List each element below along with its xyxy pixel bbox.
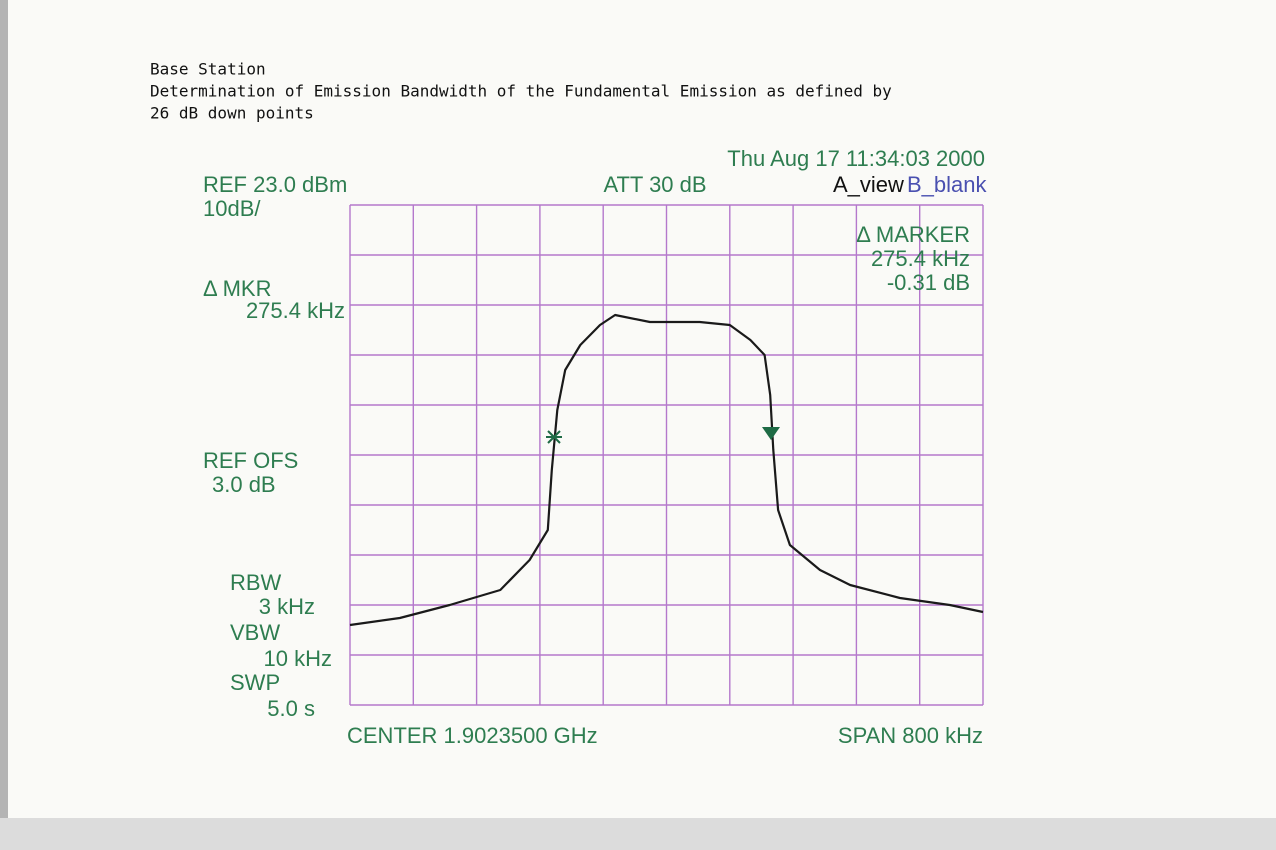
mkr-label: Δ MKR	[203, 276, 271, 301]
span: SPAN 800 kHz	[838, 723, 983, 748]
scale: 10dB/	[203, 196, 261, 221]
marker-box: Δ MARKER	[856, 222, 970, 247]
marker-triangle	[762, 427, 780, 440]
marker-asterisk	[546, 430, 562, 444]
swp-label: SWP	[230, 670, 280, 695]
scan-edge	[0, 818, 1276, 850]
vbw-value: 10 kHz	[264, 646, 332, 671]
swp-value: 5.0 s	[267, 696, 315, 721]
attenuation: ATT 30 dB	[603, 172, 706, 197]
trace	[349, 313, 984, 627]
ref-offset-value: 3.0 dB	[212, 472, 276, 497]
ref-level: REF 23.0 dBm	[203, 172, 347, 197]
title: Base Station	[150, 60, 266, 79]
trace-a: A_view	[833, 172, 904, 197]
ref-offset-label: REF OFS	[203, 448, 298, 473]
marker-box: 275.4 kHz	[871, 246, 970, 271]
rbw-value: 3 kHz	[259, 594, 315, 619]
trace-b: B_blank	[907, 172, 988, 197]
scan-edge	[0, 0, 8, 850]
marker-box: -0.31 dB	[887, 270, 970, 295]
title: 26 dB down points	[150, 104, 314, 123]
timestamp: Thu Aug 17 11:34:03 2000	[727, 146, 985, 171]
rbw-label: RBW	[230, 570, 282, 595]
center-freq: CENTER 1.9023500 GHz	[347, 723, 598, 748]
title: Determination of Emission Bandwidth of t…	[150, 82, 892, 101]
mkr-value: 275.4 kHz	[246, 298, 345, 323]
vbw-label: VBW	[230, 620, 280, 645]
